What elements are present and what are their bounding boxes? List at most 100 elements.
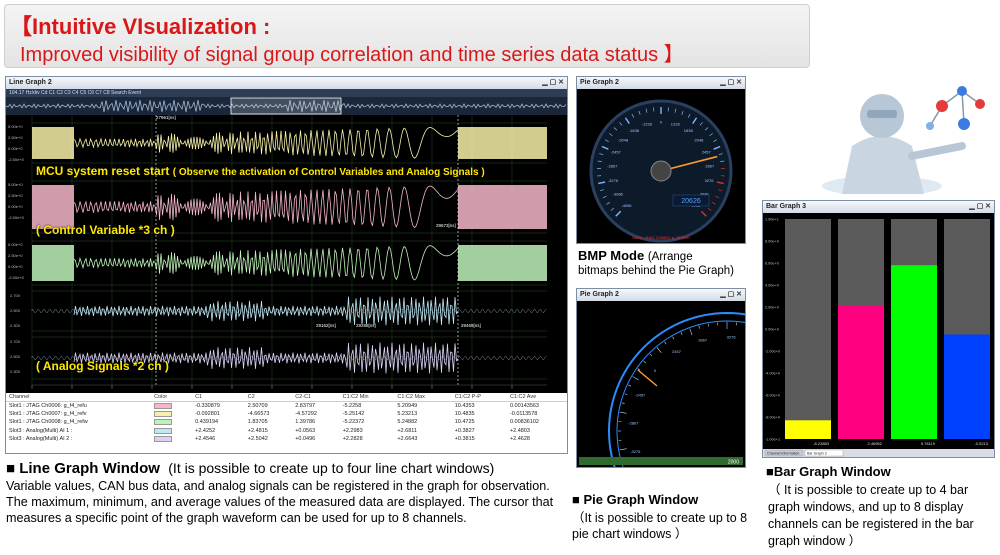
color-cell[interactable] (151, 435, 192, 443)
bar-value-label: -0.5213 (974, 441, 988, 446)
value-cell-ave: +2.4628 (509, 436, 530, 443)
gauge-scale-label: 2457 (702, 150, 712, 155)
color-cell[interactable] (151, 418, 192, 426)
gauge-scale-label: 0 (654, 368, 657, 373)
table-row[interactable]: Slot3 : Analog(Multi) AI 1 : +2.4252 +2.48… (6, 427, 567, 435)
value-cell-diff: 2.83797 (295, 402, 316, 409)
cursor-label: 29469[ns] (461, 323, 481, 328)
bar-graph-titlebar[interactable]: Bar Graph 3 ▁ ▢ ✕ (763, 201, 994, 213)
gauge-scale-label: 1638 (684, 128, 694, 133)
bar-track (785, 219, 831, 439)
gauge-tick (711, 202, 716, 205)
value-cell-c2: +2.5042 (247, 436, 268, 443)
value-cell-pp: 10.4725 (454, 419, 475, 426)
gauge-tick (707, 323, 709, 327)
gauge-tick (610, 207, 615, 211)
gauge-scale-label: -3686 (613, 192, 624, 197)
bar (891, 265, 937, 439)
bar-tab (804, 449, 844, 457)
gauge-scale-label: 3276 (727, 335, 737, 340)
bar-graph-title: Bar Graph 3 (766, 203, 807, 210)
gauge-tick (689, 328, 693, 336)
window-controls[interactable]: ▁ ▢ ✕ (969, 203, 991, 210)
gauge-outer-arc (607, 311, 764, 491)
gauge-tick (681, 110, 684, 115)
channel-color-swatch[interactable] (154, 410, 173, 417)
engineer-molecule-illustration (822, 86, 985, 194)
window-controls[interactable]: ▁ ▢ ✕ (542, 79, 564, 86)
color-cell[interactable] (151, 427, 192, 435)
y-tick-label: -2.50e+0 (8, 215, 25, 220)
bar-y-tick-label: 6.00e+0 (765, 262, 779, 266)
waveform-baseline (31, 355, 547, 361)
gauge-tick (687, 113, 691, 118)
gauge-scale-label: -2457 (635, 393, 646, 398)
window-controls[interactable]: ▁ ▢ ✕ (720, 291, 742, 298)
line-plot-area[interactable]: 5.00e+0 5.00e+0 5.00e+0 2.50e+0 2.50e+0 2.50e… (6, 115, 567, 393)
channel-color-swatch[interactable] (154, 402, 173, 409)
gauge-tick (643, 360, 646, 364)
overview-strip[interactable] (5, 97, 567, 115)
gauge-tick (638, 110, 641, 115)
waveform-block-end (458, 245, 547, 281)
pie-graph-window[interactable]: Pie Graph 2 ▁ ▢ ✕ -3686-3276-2867-245702… (576, 288, 765, 491)
gauge-tick (631, 113, 635, 118)
channel-color-swatch[interactable] (154, 419, 173, 426)
window-controls[interactable]: ▁ ▢ ✕ (720, 79, 742, 86)
table-row[interactable]: Slot1 : JTAG Ch0006: g_f4_refu -0.330879 2… (6, 401, 567, 409)
gauge-tick (632, 376, 639, 381)
annotation-mcu-reset: MCU system reset start ( Observe the act… (36, 164, 485, 178)
page-subtitle: Improved visibility of signal group corr… (20, 44, 684, 66)
gauge-value-bar (579, 457, 743, 465)
y-tick-label: 2.700 (10, 293, 21, 298)
gauge-scale-label: -4096 (621, 203, 632, 208)
channel-color-swatch[interactable] (154, 435, 173, 442)
waveform-channel (73, 185, 459, 229)
gauge-scale-label: -3276 (608, 178, 619, 183)
value-cell-diff: 1.39786 (295, 419, 316, 426)
cursor-label: 29673[ns] (436, 223, 456, 228)
gauge-value: 2000 (728, 460, 739, 466)
gauge-tick (619, 448, 627, 451)
color-cell[interactable] (151, 401, 192, 409)
line-graph-titlebar[interactable]: Line Graph 2 ▁ ▢ ✕ (6, 77, 567, 89)
y-tick-label: 5.00e+0 (8, 242, 23, 247)
value-cell-c2: -4.66573 (247, 410, 270, 417)
channel-name-cell: Slot3 : Analog(Multi) AI 1 : (9, 427, 73, 434)
pie-gauge-2: -3686-3276-2867-245702457286732763686200… (577, 301, 765, 491)
value-cell-pp: +0.3827 (454, 427, 475, 434)
bar-graph-window[interactable]: Bar Graph 3 ▁ ▢ ✕ 1.00e+1 8.00e+0 6.00e+0 4… (762, 200, 995, 458)
gauge-tick (717, 189, 722, 192)
line-plot-svg: 5.00e+0 5.00e+0 5.00e+0 2.50e+0 2.50e+0 2.50e… (6, 115, 567, 393)
table-row[interactable]: Slot1 : JTAG Ch0008: g_f4_refw 0.439194 1.… (6, 418, 567, 426)
pie-graph-2-titlebar[interactable]: Pie Graph 2 ▁ ▢ ✕ (577, 289, 745, 301)
gauge-scale-label: 2867 (705, 164, 715, 169)
value-cell-ave: 0.00143563 (509, 402, 539, 409)
bar (838, 305, 884, 439)
value-cell-max: 5.20949 (397, 402, 418, 409)
bar-y-tick-label: -6.00e+0 (765, 394, 780, 398)
pie-graph-bmp-window[interactable]: Pie Graph 2 ▁ ▢ ✕ -4096 -3686 -3276 -2867 -2… (576, 76, 746, 244)
bar-tab-strip (763, 449, 994, 457)
gauge-tick (597, 160, 602, 162)
table-row[interactable]: Slot1 : JTAG Ch0007: g_f4_refv -0.092801 -… (6, 410, 567, 418)
gauge-tick (680, 332, 683, 336)
bar-y-tick-label: -8.00e+0 (765, 416, 780, 420)
value-cell-diff: -4.57292 (295, 410, 317, 417)
waveform-baseline (31, 308, 547, 314)
gauge-scale-label: 2867 (698, 338, 708, 343)
channel-color-swatch[interactable] (154, 427, 173, 434)
line-graph-toolbar[interactable]: 104.17 Hz/div Cd C1 C2 C3 C4 C5 C6 C7 C8… (6, 89, 567, 97)
table-row[interactable]: Slot3 : Analog(Multi) AI 2 : +2.4546 +2.50… (6, 435, 567, 443)
bar-y-tick-label: -2.00e+0 (765, 350, 780, 354)
value-cell-min: +2.2983 (342, 427, 363, 434)
bar-chart-svg: 1.00e+1 8.00e+0 6.00e+0 4.00e+0 2.00e+0 0.00e… (763, 213, 994, 457)
gauge-tick (656, 347, 662, 354)
pie-graph-1-titlebar[interactable]: Pie Graph 2 ▁ ▢ ✕ (577, 77, 745, 89)
y-tick-label: 2.500 (10, 354, 21, 359)
waveform-block-end (458, 185, 547, 229)
bar-y-tick-label: 0.00e+0 (765, 328, 779, 332)
gauge-hub (650, 160, 672, 182)
color-cell[interactable] (151, 410, 192, 418)
line-graph-window[interactable]: Line Graph 2 ▁ ▢ ✕ 104.17 Hz/div Cd C1 C… (5, 76, 568, 454)
